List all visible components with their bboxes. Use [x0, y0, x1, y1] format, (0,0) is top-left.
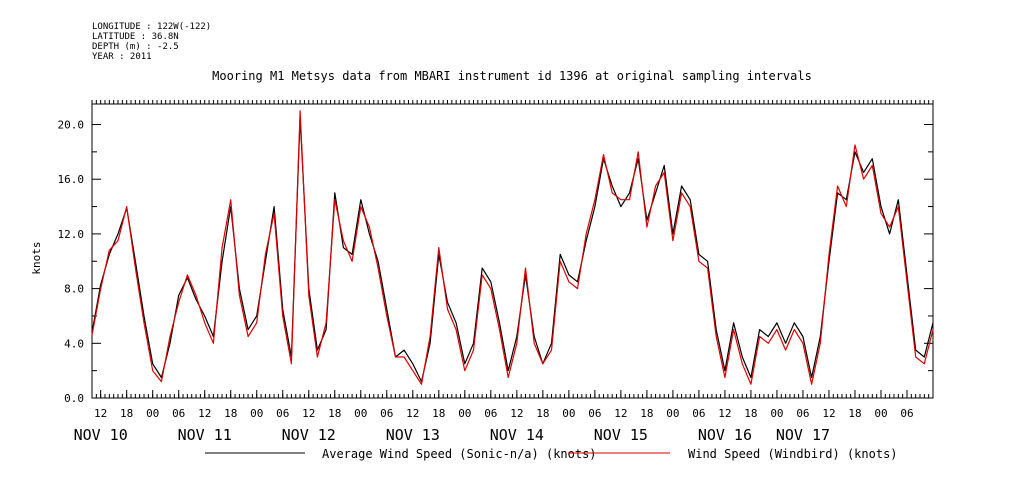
x-tick-label: 00 — [562, 407, 575, 420]
x-tick-label: 12 — [510, 407, 523, 420]
x-tick-label: 00 — [666, 407, 679, 420]
x-tick-label: 18 — [224, 407, 237, 420]
x-axis: 12 18 00 06 12 18 00 06 12 18 00 06 12 18 00 06 12 18 00 06… — [74, 100, 934, 444]
legend-label-windbird: Wind Speed (Windbird) (knots) — [688, 447, 898, 461]
x-tick-label: 00 — [250, 407, 263, 420]
x-tick-label: 00 — [874, 407, 887, 420]
x-tick-label: 00 — [458, 407, 471, 420]
meta-longitude: LONGITUDE : 122W(-122) — [92, 22, 211, 32]
x-tick-label: 18 — [848, 407, 861, 420]
x-tick-label: 18 — [744, 407, 757, 420]
x-day-label: NOV 13 — [386, 426, 440, 444]
x-tick-label: 12 — [94, 407, 107, 420]
x-tick-label: 12 — [822, 407, 835, 420]
x-tick-label: 00 — [354, 407, 367, 420]
x-tick-label: 06 — [900, 407, 913, 420]
legend-label-average: Average Wind Speed (Sonic-n/a) (knots) — [322, 447, 597, 461]
x-tick-label: 12 — [302, 407, 315, 420]
x-tick-label: 12 — [718, 407, 731, 420]
x-day-label: NOV 15 — [594, 426, 648, 444]
y-tick-label: 16.0 — [58, 173, 85, 186]
x-tick-label: 06 — [484, 407, 497, 420]
y-tick-label: 8.0 — [64, 283, 84, 296]
x-tick-label: 12 — [406, 407, 419, 420]
x-tick-label: 06 — [796, 407, 809, 420]
series-average-line — [91, 117, 934, 383]
y-tick-label: 20.0 — [58, 119, 85, 132]
x-tick-label: 00 — [146, 407, 159, 420]
y-tick-label: 12.0 — [58, 228, 85, 241]
x-day-label: NOV 12 — [282, 426, 336, 444]
x-tick-label: 18 — [328, 407, 341, 420]
y-axis: 0.0 4.0 8.0 12.0 16.0 20.0 — [58, 119, 933, 405]
x-tick-label: 12 — [198, 407, 211, 420]
y-axis-label: knots — [30, 241, 43, 274]
x-tick-label: 18 — [536, 407, 549, 420]
series-group — [91, 110, 934, 385]
meta-latitude: LATITUDE : 36.8N — [92, 32, 179, 42]
x-tick-label: 18 — [640, 407, 653, 420]
x-tick-label: 06 — [692, 407, 705, 420]
x-day-label: NOV 14 — [490, 426, 544, 444]
x-day-label: NOV 10 — [74, 426, 128, 444]
x-tick-label: 18 — [120, 407, 133, 420]
x-tick-label: 06 — [380, 407, 393, 420]
x-tick-label: 00 — [770, 407, 783, 420]
meta-year: YEAR : 2011 — [92, 52, 152, 62]
x-day-label: NOV 11 — [178, 426, 232, 444]
meta-depth: DEPTH (m) : -2.5 — [92, 42, 179, 52]
x-day-label: NOV 16 — [698, 426, 752, 444]
x-tick-label: 06 — [588, 407, 601, 420]
y-tick-label: 4.0 — [64, 337, 84, 350]
x-tick-label: 06 — [172, 407, 185, 420]
y-tick-label: 0.0 — [64, 392, 84, 405]
x-tick-label: 18 — [432, 407, 445, 420]
x-tick-label: 12 — [614, 407, 627, 420]
x-tick-label: 06 — [276, 407, 289, 420]
series-windbird-line — [91, 110, 934, 385]
x-day-label: NOV 17 — [776, 426, 830, 444]
chart-title: Mooring M1 Metsys data from MBARI instru… — [212, 69, 812, 83]
